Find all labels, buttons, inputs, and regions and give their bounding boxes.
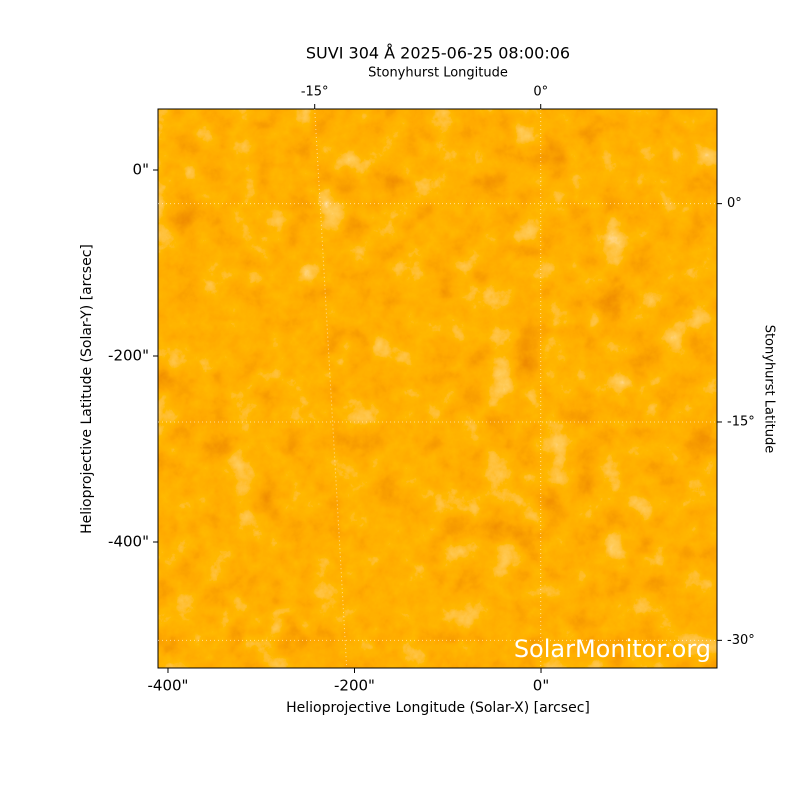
y2-axis-label: Stonyhurst Latitude — [762, 325, 777, 454]
x2-axis-label: Stonyhurst Longitude — [368, 66, 508, 81]
y-tick-label: -400" — [108, 532, 149, 550]
x2-tick-label: 0° — [533, 85, 548, 100]
x-axis-label: Helioprojective Longitude (Solar-X) [arc… — [286, 700, 590, 716]
y2-tick-label: -15° — [727, 414, 755, 429]
y-axis-label: Helioprojective Latitude (Solar-Y) [arcs… — [79, 244, 95, 534]
y-tick-label: 0" — [133, 161, 149, 179]
x-tick-label: -400" — [148, 677, 189, 695]
x-tick-label: 0" — [533, 677, 549, 695]
y2-tick-label: 0° — [727, 196, 742, 211]
chart-title: SUVI 304 Å 2025-06-25 08:00:06 — [306, 44, 570, 63]
solar-image — [158, 109, 717, 668]
y2-tick-label: -30° — [727, 633, 755, 648]
x-tick-label: -200" — [334, 677, 375, 695]
watermark: SolarMonitor.org — [514, 635, 711, 663]
axes-frame — [157, 108, 718, 669]
x2-tick-label: -15° — [301, 85, 329, 100]
y-tick-label: -200" — [108, 346, 149, 364]
